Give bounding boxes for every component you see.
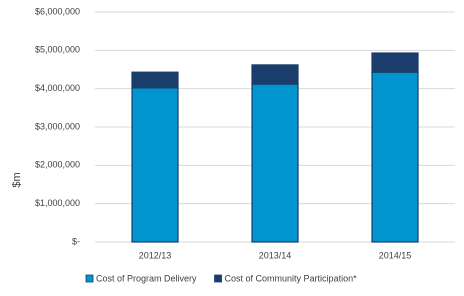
y-tick-label: $6,000,000 <box>35 6 80 16</box>
y-axis-label: $m <box>11 172 23 187</box>
y-tick-label: $4,000,000 <box>35 83 80 93</box>
x-tick-label: 2012/13 <box>139 250 172 260</box>
bar-segment <box>251 64 299 85</box>
y-tick-label: $2,000,000 <box>35 160 80 170</box>
bar-segment <box>131 87 179 243</box>
legend-swatch <box>85 274 94 283</box>
x-tick-label: 2014/15 <box>379 250 412 260</box>
x-tick-label: 2013/14 <box>259 250 292 260</box>
legend-label: Cost of Community Participation* <box>225 273 358 283</box>
y-tick-label: $5,000,000 <box>35 45 80 55</box>
bar-segment <box>251 83 299 243</box>
bar-segment <box>371 52 419 73</box>
y-tick-label: $1,000,000 <box>35 198 80 208</box>
y-tick-label: $- <box>72 236 80 246</box>
bar-segment <box>131 71 179 89</box>
legend-swatch <box>214 274 222 283</box>
bar-segment <box>371 71 419 243</box>
legend-label: Cost of Program Delivery <box>96 273 197 283</box>
y-tick-label: $3,000,000 <box>35 121 80 131</box>
